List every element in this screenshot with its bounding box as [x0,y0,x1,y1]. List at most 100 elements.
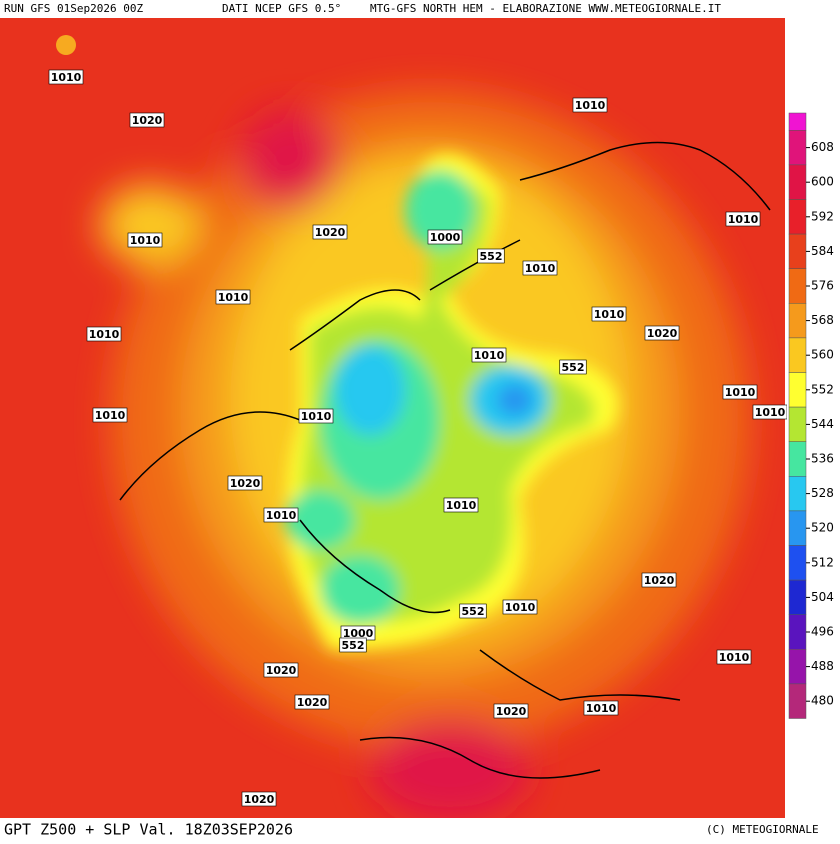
label-text: 1010 [525,262,556,275]
colorbar-swatch [788,510,807,546]
isobar-label: 1010 [522,260,558,276]
isobar-label: 1020 [241,791,277,807]
isobar-label: 1020 [263,662,299,678]
label-box [559,359,587,375]
colorbar: 608 600 592 584 576 568 560 552 544 536 528 520 512 5… [787,111,840,726]
colorbar-label: 504 [811,590,834,604]
label-box [493,703,529,719]
colorbar-swatch [788,164,807,200]
label-box [583,700,619,716]
label-box [459,603,487,619]
label-box [427,229,463,245]
label-box [716,649,752,665]
isobar-label: 1020 [129,112,165,128]
label-box [263,507,299,523]
label-box [48,69,84,85]
isobar-label: 1020 [641,572,677,588]
label-text: 1010 [301,410,332,423]
label-box [722,384,758,400]
colorbar-label: 592 [811,209,834,223]
isobar-label: 1010 [471,347,507,363]
isobar-label: 552 [339,637,367,653]
colorbar-label: 528 [811,486,834,500]
isobar-label: 1010 [752,404,788,420]
label-text: 1020 [244,793,275,806]
label-text: 1010 [89,328,120,341]
label-box [92,407,128,423]
label-text: 1010 [725,386,756,399]
isobar-label: 1010 [127,232,163,248]
label-text: 1010 [728,213,759,226]
colorbar-label: 496 [811,625,834,639]
colorbar-label: 480 [811,694,834,708]
label-text: 1010 [130,234,161,247]
label-box [339,637,367,653]
colorbar-label: 552 [811,382,834,396]
run-info: RUN GFS 01Sep2026 00Z [4,2,143,15]
isobar-label: 1010 [572,97,608,113]
isobar-label: 1010 [725,211,761,227]
copyright: (C) METEOGIORNALE [706,823,819,836]
colorbar-swatch [788,372,807,408]
isobar-label: 1020 [227,475,263,491]
label-text: 1020 [132,114,163,127]
label-box [641,572,677,588]
isobar-label: 1000 [340,625,376,641]
label-box [263,662,299,678]
label-text: 1010 [586,702,617,715]
label-box [86,326,122,342]
label-box [294,694,330,710]
label-text: 1010 [51,71,82,84]
product-title: GPT Z500 + SLP Val. 18Z03SEP2026 [4,821,293,839]
colorbar-label: 576 [811,279,834,293]
colorbar-label: 600 [811,175,834,189]
label-text: 1010 [266,509,297,522]
credit: MTG-GFS NORTH HEM - ELABORAZIONE WWW.MET… [370,2,721,15]
colorbar-label: 608 [811,140,834,154]
label-text: 1020 [230,477,261,490]
label-box [477,248,505,264]
isobar-label: 1000 [427,229,463,245]
colorbar-swatch [788,683,807,719]
colorbar-swatch [788,614,807,650]
colorbar-swatch [788,545,807,581]
isobar-label: 1010 [502,599,538,615]
colorbar-label: 560 [811,348,834,362]
colorbar-swatch [788,233,807,269]
label-box [298,408,334,424]
isobar-label: 1010 [583,700,619,716]
colorbar-label: 584 [811,244,834,258]
label-box [129,112,165,128]
colorbar-label: 520 [811,521,834,535]
label-box [215,289,251,305]
label-box [502,599,538,615]
colorbar-swatch [788,199,807,235]
isobar-label: 1010 [92,407,128,423]
colorbar-swatch [788,406,807,442]
isobar-label: 1020 [644,325,680,341]
label-text: 1010 [218,291,249,304]
isobar-label: 1010 [298,408,334,424]
isobar-label: 1020 [493,703,529,719]
label-text: 552 [480,250,503,263]
label-box [572,97,608,113]
colorbar-swatch [788,649,807,685]
label-box [522,260,558,276]
isobar-label: 552 [459,603,487,619]
label-text: 552 [562,361,585,374]
label-text: 1010 [755,406,786,419]
isobar-label: 1020 [294,694,330,710]
label-text: 1000 [343,627,374,640]
colorbar-label: 536 [811,452,834,466]
label-text: 552 [462,605,485,618]
isobar-label: 1010 [722,384,758,400]
colorbar-swatch [788,268,807,304]
label-text: 1010 [594,308,625,321]
isobar-label: 1010 [591,306,627,322]
map-field [0,18,785,820]
label-text: 1020 [496,705,527,718]
data-source: DATI NCEP GFS 0.5° [222,2,341,15]
colorbar-swatch [788,441,807,477]
